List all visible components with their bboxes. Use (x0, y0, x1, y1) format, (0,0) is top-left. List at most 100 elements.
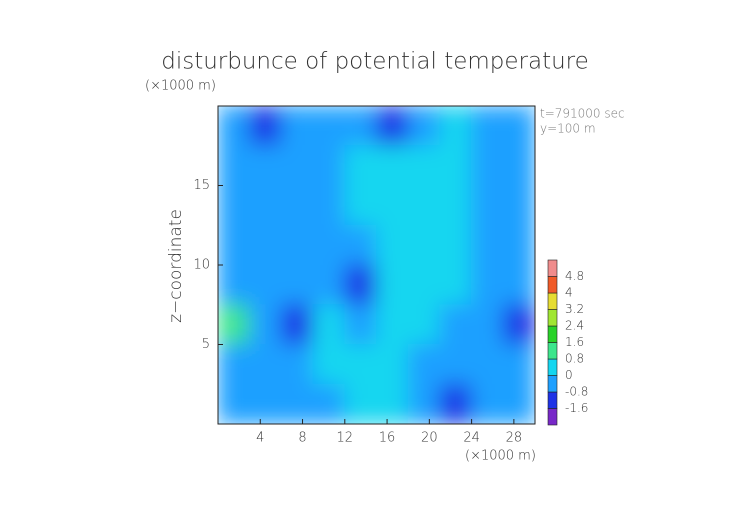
colorbar-label: 3.2 (565, 302, 584, 316)
y-tick-label: 5 (202, 337, 210, 352)
field-cell (312, 344, 346, 385)
y-unit-label: (×1000 m) (145, 79, 216, 94)
field-cell (502, 344, 535, 385)
x-tick-label: 28 (506, 431, 523, 446)
field-cell (249, 145, 282, 186)
field-cell (439, 383, 473, 424)
field-cell (280, 145, 314, 186)
field-cell (439, 224, 473, 266)
field-cell (439, 185, 473, 226)
x-tick-label: 8 (298, 431, 306, 446)
field-cell (407, 185, 441, 226)
field-cell (376, 304, 409, 345)
field-cell (312, 185, 346, 226)
colorbar-box (547, 292, 558, 310)
field-cell (249, 185, 282, 226)
field-cell (312, 106, 346, 147)
colorbar-box (547, 375, 558, 393)
field-cell (376, 344, 409, 385)
field-cell (249, 264, 282, 306)
x-tick-label: 24 (463, 431, 480, 446)
colorbar-box (547, 342, 558, 360)
field-cell (218, 264, 251, 306)
colorbar-box (547, 276, 558, 294)
x-tick-label: 12 (337, 431, 354, 446)
field-cell (280, 224, 314, 266)
colorbar-box (547, 325, 558, 343)
field-cell (502, 304, 535, 345)
field-cell (439, 344, 473, 385)
x-tick-label: 4 (256, 431, 264, 446)
field-cell (471, 224, 504, 266)
x-tick-label: 16 (379, 431, 396, 446)
colorbar-box (547, 259, 558, 277)
field-cell (502, 106, 535, 147)
field-cell (376, 185, 409, 226)
field-cell (502, 264, 535, 306)
field-cell (280, 106, 314, 147)
field-cell (344, 145, 377, 186)
field-cell (376, 106, 409, 147)
field-cell (439, 145, 473, 186)
colorbar-box (547, 391, 558, 409)
y-tick-label: 10 (193, 258, 210, 273)
field-cell (502, 185, 535, 226)
field-cell (249, 224, 282, 266)
colorbar-label: -0.8 (565, 385, 588, 399)
field-cell (471, 106, 504, 147)
field-cell (471, 383, 504, 424)
field-cell (218, 344, 251, 385)
colorbar-label: 2.4 (565, 319, 584, 333)
colorbar-label: 1.6 (565, 335, 584, 349)
field-cell (218, 383, 251, 424)
field-cell (502, 145, 535, 186)
y-tick-label: 15 (193, 178, 210, 193)
annotation: y=100 m (540, 122, 596, 136)
field-cell (280, 185, 314, 226)
field-cell (471, 185, 504, 226)
field-cell (280, 304, 314, 345)
field-cell (249, 106, 282, 147)
field-cell (471, 344, 504, 385)
field-cell (502, 383, 535, 424)
field-cell (439, 106, 473, 147)
x-unit-label: (×1000 m) (465, 449, 536, 464)
field-cell (280, 344, 314, 385)
colorbar-label: -1.6 (565, 401, 588, 415)
field-cell (344, 185, 377, 226)
field-cell (407, 383, 441, 424)
y-axis-label: z−coordinate (166, 209, 186, 323)
field-cell (344, 106, 377, 147)
field-cell (471, 304, 504, 345)
field-cell (376, 224, 409, 266)
field-cell (218, 224, 251, 266)
field-cell (344, 304, 377, 345)
field-cell (249, 383, 282, 424)
field-cell (502, 224, 535, 266)
field-cell (439, 304, 473, 345)
field-cell (312, 383, 346, 424)
field-cell (249, 304, 282, 345)
colorbar-label: 4.8 (565, 269, 584, 283)
field-cell (312, 145, 346, 186)
field-cell (249, 344, 282, 385)
field-cell (344, 264, 377, 306)
field-cell (407, 106, 441, 147)
field-cell (407, 145, 441, 186)
field-cell (376, 264, 409, 306)
field-blur (218, 106, 535, 424)
field-cell (218, 304, 251, 345)
field-cell (376, 383, 409, 424)
field (218, 106, 535, 424)
annotation: t=791000 sec (540, 107, 625, 121)
field-cell (312, 224, 346, 266)
x-tick-label: 20 (421, 431, 438, 446)
field-cell (312, 304, 346, 345)
colorbar-label: 4 (565, 286, 573, 300)
colorbar-label: 0 (565, 368, 573, 382)
field-cell (407, 264, 441, 306)
field-cell (471, 145, 504, 186)
field-cell (280, 264, 314, 306)
field-cell (312, 264, 346, 306)
